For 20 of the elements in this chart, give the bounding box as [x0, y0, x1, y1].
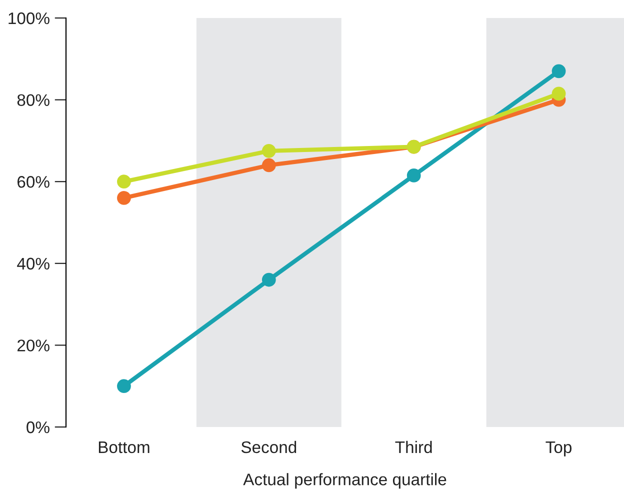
point: [262, 158, 276, 172]
point: [552, 86, 566, 101]
y-tick-label: 20%: [18, 340, 50, 352]
x-axis-title: Actual performance quartile: [243, 473, 446, 489]
x-tick-label: Bottom: [98, 442, 150, 454]
point: [117, 191, 131, 205]
y-tick-label: 0%: [26, 421, 50, 434]
y-tick-label: 100%: [8, 12, 50, 24]
x-tick-label: Second: [241, 440, 296, 454]
x-tick-label: Top: [546, 442, 572, 456]
point: [117, 379, 131, 394]
point: [406, 168, 421, 182]
x-tick-label: Third: [395, 440, 432, 454]
y-tick-label: 40%: [17, 258, 50, 270]
y-tick-label: 80%: [17, 94, 50, 106]
y-tick-label: 60%: [18, 176, 50, 188]
point: [117, 174, 131, 189]
point: [552, 64, 566, 78]
point: [262, 144, 276, 158]
point: [262, 272, 276, 287]
